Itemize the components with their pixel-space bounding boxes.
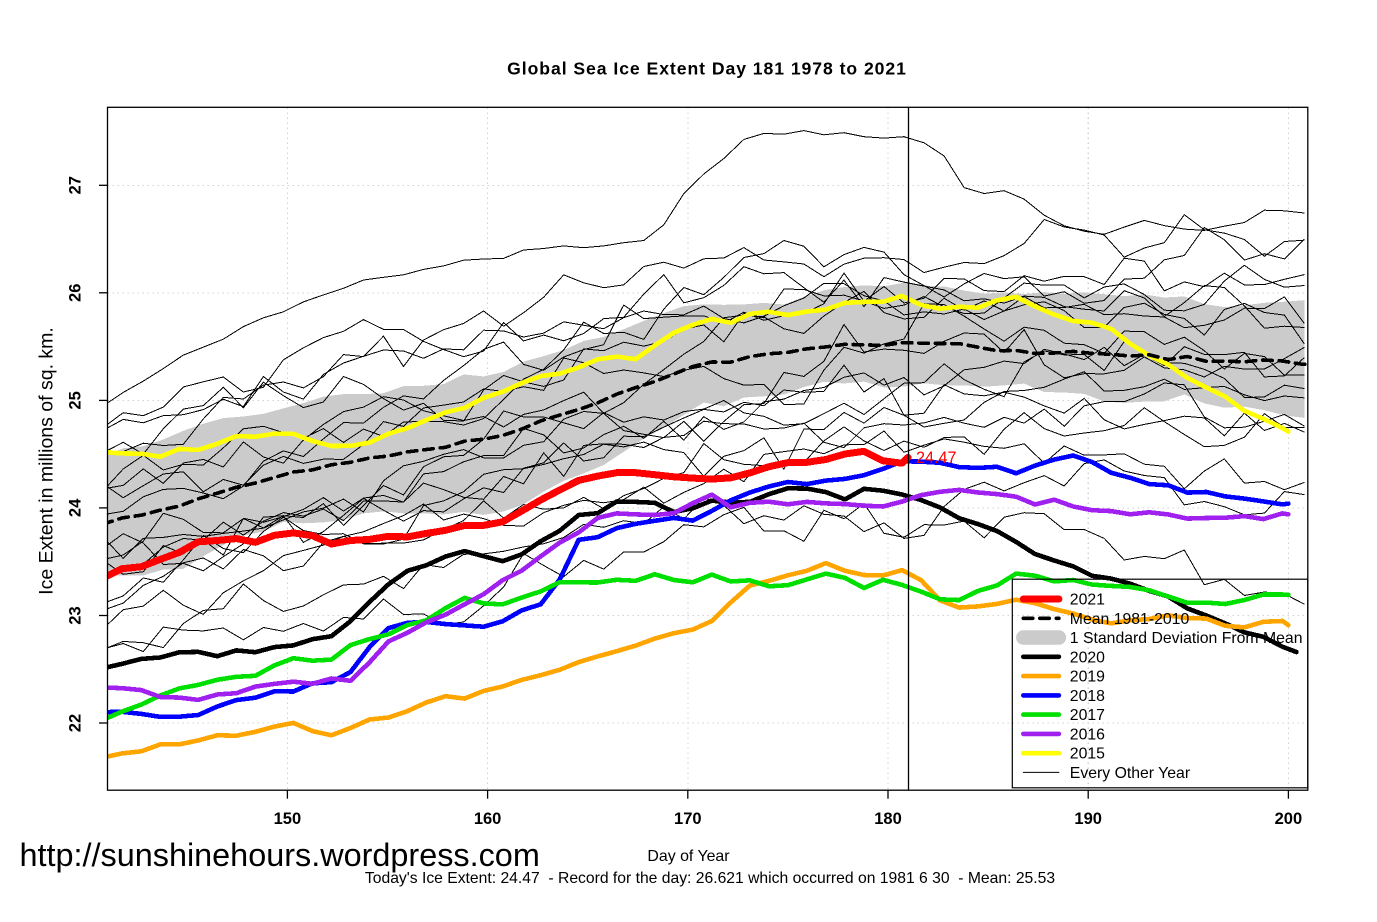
svg-text:2020: 2020 [1070, 649, 1105, 666]
svg-text:25: 25 [67, 391, 85, 409]
svg-text:180: 180 [874, 810, 902, 828]
svg-text:http://sunshinehours.wordpress: http://sunshinehours.wordpress.com [20, 837, 540, 873]
svg-text:2017: 2017 [1070, 707, 1105, 724]
svg-text:2015: 2015 [1070, 746, 1105, 763]
svg-text:200: 200 [1275, 810, 1303, 828]
svg-text:Ice Extent in millions of sq.: Ice Extent in millions of sq. km. [36, 327, 58, 595]
svg-text:150: 150 [274, 810, 302, 828]
svg-text:2018: 2018 [1070, 688, 1105, 705]
svg-text:2019: 2019 [1070, 669, 1105, 686]
svg-text:Global Sea Ice Extent Day 181: Global Sea Ice Extent Day 181 1978 to 20… [507, 59, 907, 79]
svg-text:22: 22 [67, 714, 85, 732]
svg-text:160: 160 [474, 810, 502, 828]
svg-text:Every Other Year: Every Other Year [1070, 765, 1190, 782]
svg-text:27: 27 [67, 176, 85, 194]
svg-text:2016: 2016 [1070, 726, 1105, 743]
svg-text:1 Standard Deviation From Mean: 1 Standard Deviation From Mean [1070, 630, 1303, 647]
svg-text:23: 23 [67, 606, 85, 624]
svg-text:2021: 2021 [1070, 592, 1105, 609]
svg-text:Day of Year: Day of Year [647, 848, 730, 865]
svg-text:Mean 1981-2010: Mean 1981-2010 [1070, 611, 1190, 628]
svg-text:24: 24 [67, 498, 85, 517]
svg-text:24.47: 24.47 [916, 449, 957, 467]
svg-text:Today's Ice Extent: 24.47 - R: Today's Ice Extent: 24.47 - Record for t… [365, 870, 1055, 887]
svg-text:26: 26 [67, 284, 85, 302]
svg-text:190: 190 [1074, 810, 1102, 828]
svg-text:170: 170 [674, 810, 702, 828]
